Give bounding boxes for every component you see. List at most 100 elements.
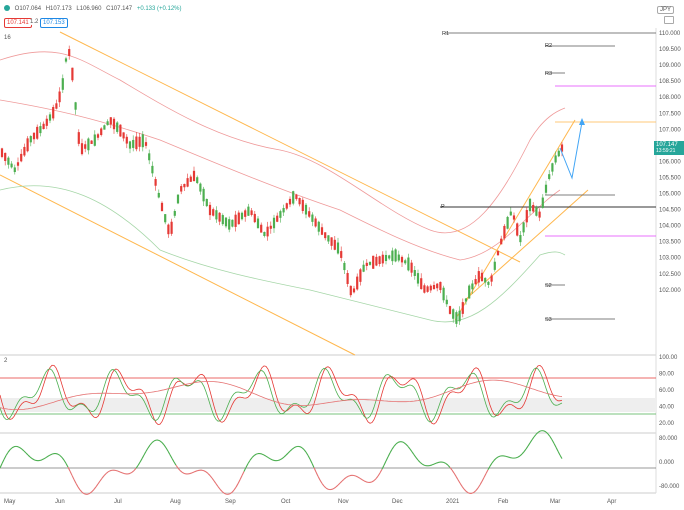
candle-body: [224, 217, 228, 227]
momentum-segment: [407, 446, 411, 450]
momentum-segment: [455, 476, 459, 481]
time-axis-label: Aug: [170, 499, 181, 505]
momentum-segment: [139, 458, 143, 463]
candle-body: [455, 312, 458, 324]
price-axis-label: 106.000: [659, 159, 681, 165]
momentum-segment: [453, 472, 457, 477]
momentum-segment: [145, 447, 149, 452]
momentum-segment: [1, 459, 5, 464]
candle-body: [525, 210, 528, 223]
momentum-segment: [337, 482, 341, 486]
price-axis-label: 109.000: [659, 63, 681, 69]
osc-axis-label: 60.00: [659, 388, 675, 394]
momentum-segment: [269, 458, 273, 461]
candle-body: [480, 272, 484, 282]
momentum-segment: [157, 439, 161, 442]
currency-label[interactable]: JPY: [656, 6, 674, 14]
time-axis[interactable]: May Jun Jul Aug Sep Oct Nov Dec 2021 Feb Mar Apr: [4, 499, 616, 505]
up-channel-upper[interactable]: [454, 119, 576, 321]
price-axis[interactable]: 110.000 109.500 109.000 108.500 108.000 107.5…: [659, 31, 681, 294]
ohlc-change: +0.133 (+0.12%): [136, 5, 182, 12]
momentum-segment: [65, 463, 69, 468]
momentum-segment: [175, 464, 179, 469]
candle-body: [311, 214, 314, 222]
ohlc-readout: O107.064 H107.173 L106.960 C107.147 +0.1…: [4, 5, 185, 12]
momentum-segment: [435, 462, 439, 464]
candle-body: [10, 163, 13, 168]
price-axis-label: 103.500: [659, 240, 681, 246]
candle-body: [506, 216, 509, 229]
momentum-segment: [9, 447, 13, 451]
candle-body: [496, 250, 500, 256]
candle-body: [20, 153, 23, 162]
momentum-segment: [153, 439, 157, 442]
momentum-segment: [323, 485, 327, 489]
ohlc-open: O107.064: [14, 5, 42, 12]
channel-upper[interactable]: [59, 31, 521, 263]
momentum-segment: [235, 483, 239, 488]
osc-axis-label: 20.00: [659, 421, 675, 427]
momentum-segment: [471, 491, 475, 494]
momentum-segment: [229, 491, 233, 495]
momentum-segment: [559, 454, 563, 459]
momentum-segment: [281, 456, 285, 460]
time-axis-label: Apr: [607, 499, 616, 505]
momentum-segment: [0, 463, 3, 469]
candle-body: [116, 122, 119, 132]
momentum-segment: [233, 486, 237, 491]
candle-body: [349, 285, 352, 296]
momentum-segment: [265, 455, 269, 458]
candle-body: [237, 212, 240, 225]
candle-body: [426, 286, 429, 292]
candle-body: [266, 226, 269, 237]
candle-body: [96, 134, 100, 138]
momentum-segment: [221, 491, 225, 494]
candle-body: [362, 264, 365, 272]
settings-icon[interactable]: [664, 16, 674, 24]
momentum-segment: [95, 483, 99, 488]
osc-slow-line: [0, 367, 563, 423]
osc-pane-label: 2: [4, 358, 8, 364]
channel-lower[interactable]: [0, 174, 356, 356]
candle-body: [7, 157, 10, 165]
candle-body: [381, 254, 384, 264]
candle-body: [474, 279, 477, 285]
candle-body: [205, 198, 208, 207]
candle-body: [304, 204, 308, 215]
buy-button[interactable]: 107.153: [40, 18, 68, 28]
candle-body: [93, 134, 96, 146]
momentum-segment: [325, 487, 329, 490]
candle-body: [125, 136, 128, 144]
momentum-segment: [159, 440, 163, 443]
candle-body: [186, 178, 189, 187]
candle-body: [336, 242, 340, 254]
price-axis-label: 102.000: [659, 288, 681, 294]
candle-body: [141, 134, 144, 148]
candle-body: [327, 235, 330, 242]
momentum-segment: [165, 447, 169, 452]
candle-body: [144, 142, 148, 146]
momentum-segment: [397, 441, 401, 443]
momentum-segment: [115, 469, 119, 472]
momentum-segment: [87, 492, 91, 495]
momentum-segment: [545, 431, 549, 435]
candle-body: [359, 269, 362, 282]
momentum-axis-label: -80.000: [659, 484, 680, 490]
candles: [0, 45, 564, 328]
momentum-segment: [431, 463, 435, 466]
candle-body: [253, 213, 256, 223]
momentum-segment: [497, 455, 501, 458]
projection-path[interactable]: [559, 121, 583, 180]
momentum-segment: [317, 475, 321, 481]
momentum-segment: [321, 483, 325, 487]
momentum-segment: [73, 479, 77, 484]
momentum-segment: [17, 446, 21, 449]
candle-body: [106, 121, 109, 126]
candle-body: [557, 150, 560, 157]
momentum-segment: [371, 480, 375, 483]
momentum-segment: [385, 456, 389, 462]
momentum-segment: [209, 475, 213, 479]
momentum-segment: [271, 459, 275, 461]
up-channel-lower[interactable]: [464, 189, 589, 301]
